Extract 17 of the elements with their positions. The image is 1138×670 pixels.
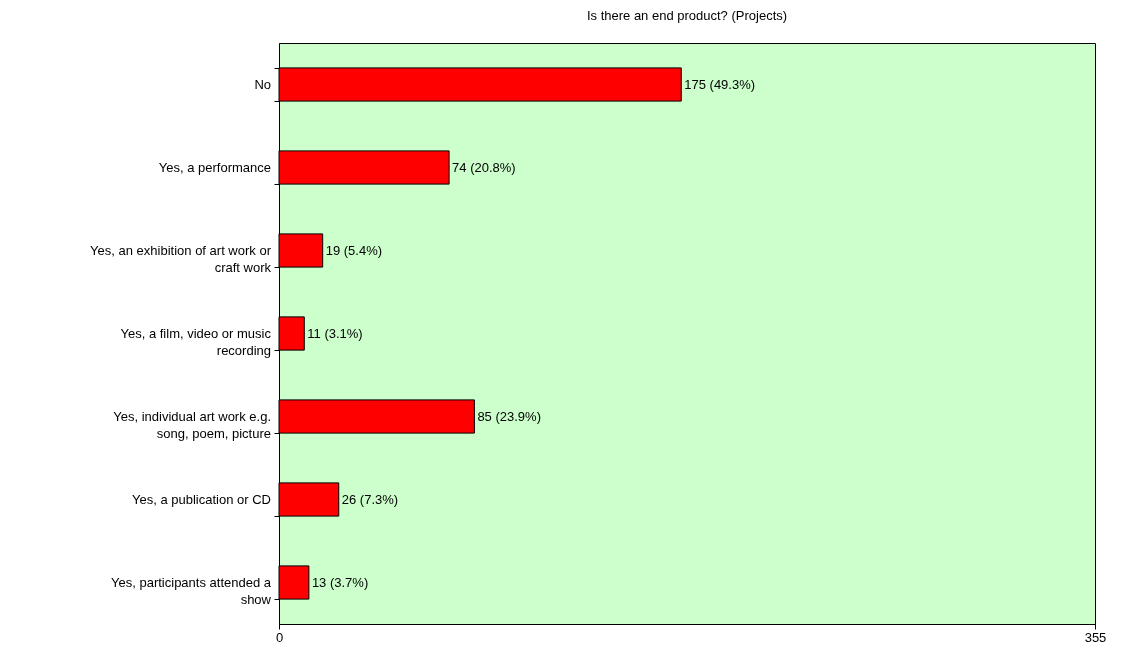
data-label: 13 (3.7%) [311,574,369,590]
y-tick-label: Yes, participants attended a show [111,574,272,607]
data-label: 11 (3.1%) [307,325,363,341]
y-tick-label: Yes, a film, video or music recording [120,325,272,358]
y-tick-label: Yes, a performance [158,159,271,175]
x-tick-label: 355 [1084,629,1107,645]
data-label: 85 (23.9%) [477,408,541,424]
y-tick-label: Yes, individual art work e.g. song, poem, picture [113,408,271,441]
x-tick-label: 0 [275,629,284,645]
y-tick-label: Yes, an exhibition of art work or craft work [90,242,272,275]
data-label: 74 (20.8%) [452,159,516,175]
data-label: 26 (7.3%) [341,491,399,507]
y-tick-label: No [254,76,271,92]
data-label: 19 (5.4%) [325,242,383,258]
chart-title: Is there an end product? (Projects) [586,8,788,23]
data-label: 175 (49.3%) [684,76,756,92]
y-tick-label: Yes, a publication or CD [132,491,271,507]
